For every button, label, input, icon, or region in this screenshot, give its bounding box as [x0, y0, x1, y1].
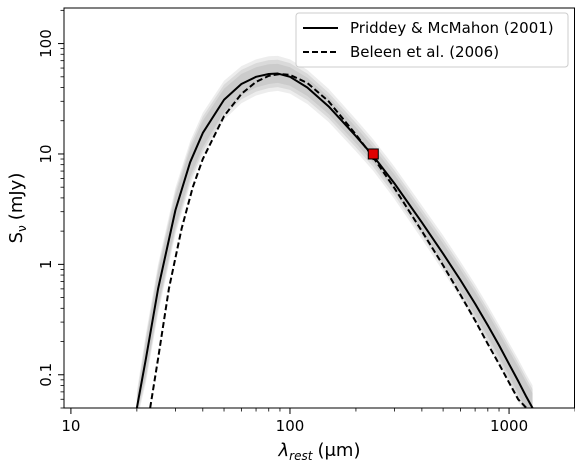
- x-axis-label-subscript: rest: [289, 449, 314, 463]
- series-line-0: [135, 72, 534, 408]
- y-axis-label: Sν (mJy): [6, 173, 29, 244]
- series-line-1: [149, 73, 528, 408]
- y-tick-label: 100: [37, 29, 55, 58]
- x-axis-label: λrest (μm): [278, 440, 361, 463]
- legend-box: [295, 12, 569, 68]
- y-axis-label-unit: (mJy): [6, 173, 27, 221]
- uncertainty-band-layer: [136, 55, 533, 408]
- data-point-layer: [367, 148, 379, 161]
- y-axis-label-subscript: ν: [15, 225, 29, 232]
- data-point-marker: [367, 148, 379, 160]
- y-tick-label: 1: [37, 260, 55, 270]
- legend: Priddey & McMahon (2001) Beleen et al. (…: [295, 12, 569, 68]
- y-axis-label-symbol: S: [6, 232, 27, 243]
- x-tick-label: 1000: [490, 417, 528, 435]
- x-axis: 10 100 1000: [61, 408, 575, 435]
- y-tick-label: 10: [37, 144, 55, 163]
- legend-label-priddey: Priddey & McMahon (2001): [350, 19, 554, 37]
- x-tick-label: 100: [276, 417, 305, 435]
- legend-label-beleen: Beleen et al. (2006): [350, 43, 499, 61]
- y-tick-label: 0.1: [37, 363, 55, 387]
- series-layer: [135, 72, 534, 408]
- x-axis-label-unit: (μm): [317, 440, 360, 461]
- uncertainty-band-layer-0: [136, 55, 533, 408]
- uncertainty-band-layer-2: [136, 63, 533, 408]
- x-tick-label: 10: [61, 417, 80, 435]
- x-axis-label-symbol: λ: [278, 440, 290, 461]
- y-axis: 0.1 1 10 100: [37, 9, 64, 409]
